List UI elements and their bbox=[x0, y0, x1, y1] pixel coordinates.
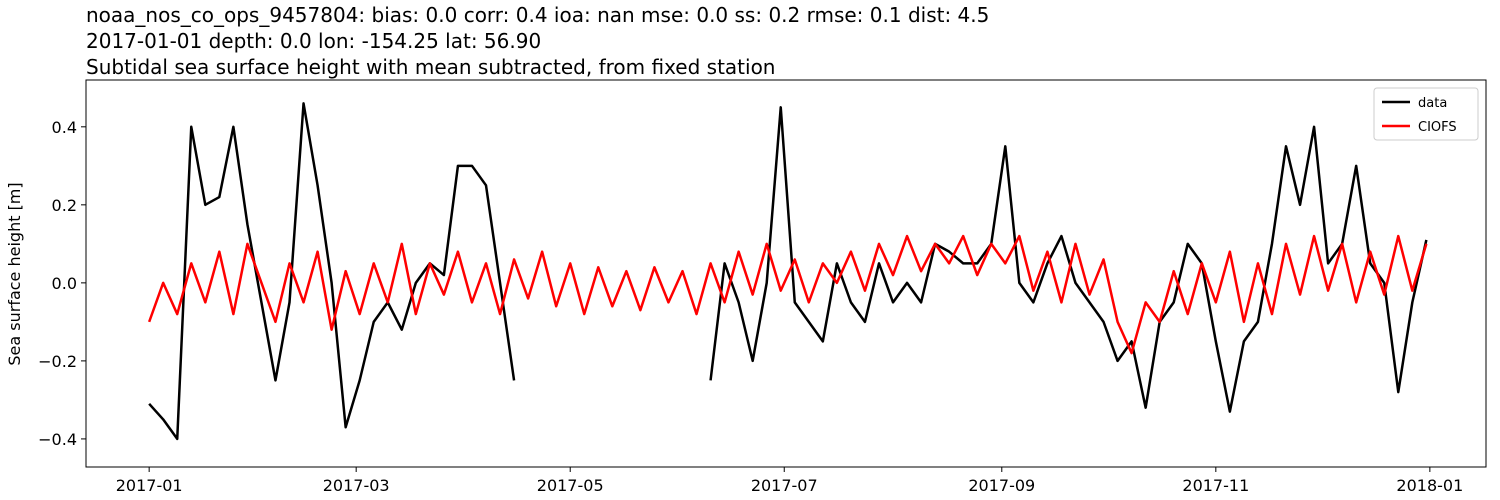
x-tick-label: 2017-05 bbox=[537, 476, 604, 495]
x-tick-label: 2017-11 bbox=[1182, 476, 1249, 495]
legend-label: CIOFS bbox=[1418, 120, 1457, 135]
x-tick-label: 2017-01 bbox=[116, 476, 183, 495]
y-tick-label: 0.0 bbox=[52, 274, 77, 293]
chart-subtitle: 2017-01-01 depth: 0.0 lon: -154.25 lat: … bbox=[86, 29, 541, 53]
x-tick-label: 2018-01 bbox=[1396, 476, 1463, 495]
series-line bbox=[147, 234, 1428, 355]
y-tick-label: 0.2 bbox=[52, 196, 77, 215]
x-tick-label: 2017-09 bbox=[968, 476, 1035, 495]
chart-subtitle: Subtidal sea surface height with mean su… bbox=[86, 55, 775, 79]
x-tick-label: 2017-07 bbox=[751, 476, 818, 495]
y-tick-label: −0.2 bbox=[38, 352, 77, 371]
y-axis-label: Sea surface height [m] bbox=[5, 182, 24, 365]
y-tick-label: −0.4 bbox=[38, 430, 77, 449]
chart-title: noaa_nos_co_ops_9457804: bias: 0.0 corr:… bbox=[86, 3, 989, 27]
legend-label: data bbox=[1418, 96, 1447, 111]
plot-frame bbox=[85, 79, 1487, 468]
series-line bbox=[148, 102, 1428, 441]
x-tick-label: 2017-03 bbox=[323, 476, 390, 495]
y-tick-label: 0.4 bbox=[52, 118, 77, 137]
